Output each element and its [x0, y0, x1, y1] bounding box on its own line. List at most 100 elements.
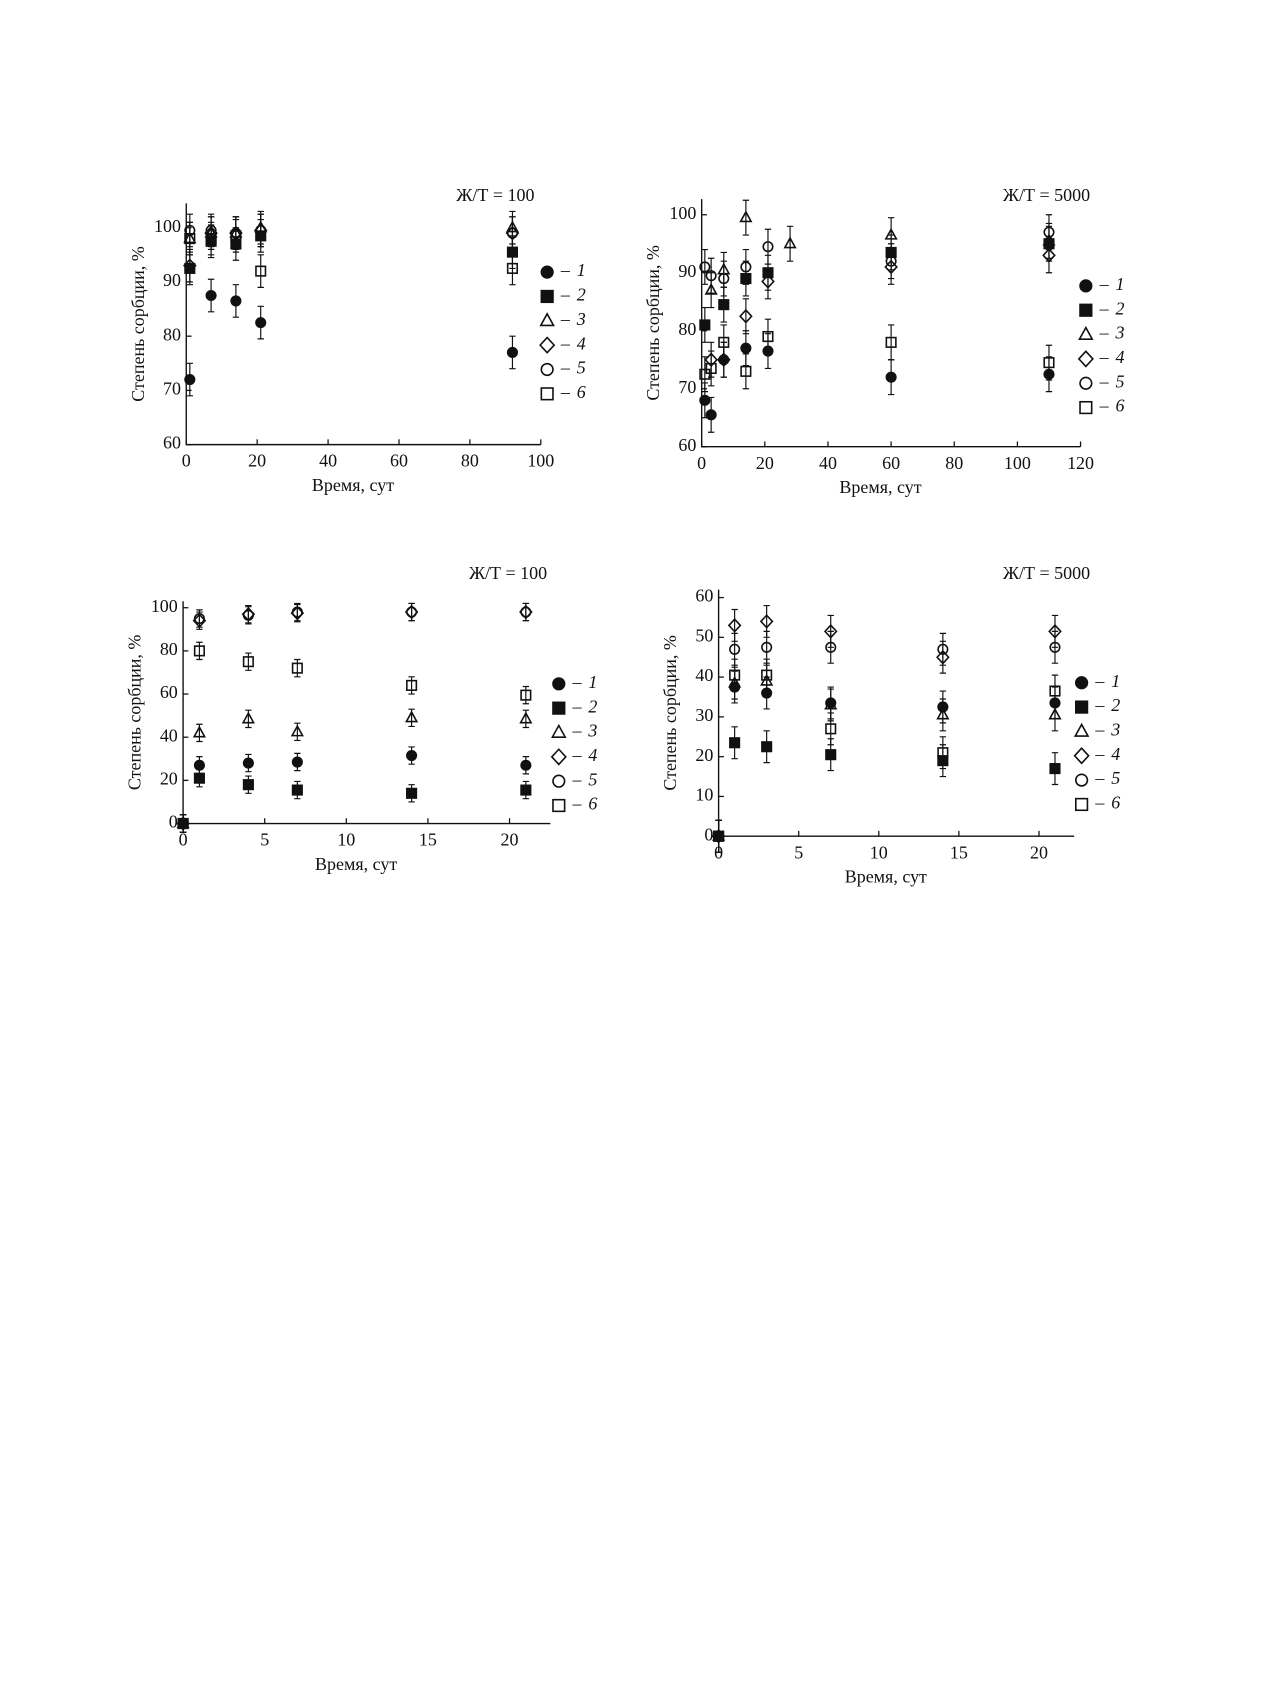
marker	[729, 669, 741, 681]
y-tick-label: 0	[169, 812, 178, 832]
legend-marker	[1079, 303, 1093, 317]
legend-dash: –	[572, 672, 583, 692]
marker	[406, 787, 418, 799]
legend-label: 2	[577, 285, 586, 305]
error-bar	[763, 630, 770, 664]
legend-marker	[1079, 400, 1093, 415]
marker	[740, 261, 752, 273]
y-tick-label: 100	[151, 596, 178, 616]
marker	[762, 330, 774, 343]
legend-label: 4	[1115, 347, 1124, 367]
marker	[761, 274, 775, 289]
marker	[406, 606, 418, 618]
marker	[1049, 763, 1061, 775]
legend-marker	[1075, 773, 1089, 787]
legend-marker	[1073, 747, 1090, 765]
legend-dash: –	[1094, 695, 1105, 715]
marker	[291, 606, 303, 618]
legend-label: 4	[577, 333, 586, 353]
marker	[761, 741, 773, 753]
marker	[520, 689, 532, 701]
marker	[1048, 707, 1062, 720]
marker	[1049, 641, 1061, 653]
legend-dash: –	[1094, 744, 1105, 764]
legend-dash: –	[572, 745, 583, 765]
legend-marker	[1075, 700, 1089, 714]
error-bar	[1045, 344, 1053, 381]
legend-dash: –	[560, 309, 571, 329]
error-bar	[179, 814, 187, 833]
marker	[937, 747, 949, 759]
marker	[519, 711, 533, 724]
error-bar	[707, 257, 715, 294]
y-tick-label: 60	[678, 435, 696, 455]
error-bar	[731, 658, 738, 692]
error-bar	[764, 228, 772, 265]
marker	[718, 272, 730, 285]
y-tick-label: 40	[160, 725, 178, 745]
chart-title: Ж/Т = 5000	[1003, 185, 1090, 205]
x-tick-label: 15	[950, 842, 968, 862]
legend-marker	[1078, 325, 1094, 341]
x-axis-label: Время, сут	[312, 475, 394, 495]
legend-dash: –	[560, 260, 571, 280]
legend-label: 3	[576, 309, 586, 329]
error-bar	[707, 350, 715, 387]
error-bar	[257, 254, 264, 288]
marker	[291, 784, 303, 796]
legend-label: 1	[1111, 671, 1120, 691]
marker	[740, 365, 752, 377]
x-tick-label: 20	[1030, 842, 1048, 862]
error-bar	[196, 609, 203, 628]
x-tick-label: 5	[794, 842, 803, 862]
chart: Ж/Т = 100 Время, сут Степень сорбции, % 0 20…	[128, 185, 586, 495]
marker	[885, 255, 897, 267]
error-bar	[509, 216, 516, 250]
x-tick-label: 100	[1004, 453, 1031, 473]
error-bar	[939, 736, 947, 770]
marker	[230, 230, 242, 242]
legend-dash: –	[1099, 371, 1110, 391]
y-tick-label: 40	[695, 665, 713, 685]
marker	[699, 319, 711, 331]
error-bar	[720, 324, 727, 361]
marker	[193, 772, 205, 784]
legend-dash: –	[572, 769, 583, 789]
legend-label: 3	[1114, 323, 1124, 343]
legend-marker	[540, 362, 554, 377]
legend-label: 2	[588, 696, 597, 716]
legend-label: 3	[587, 721, 597, 741]
legend-marker	[1079, 376, 1093, 390]
legend-marker	[539, 312, 555, 327]
legend-label: 6	[1115, 396, 1124, 416]
error-bar	[827, 712, 834, 746]
marker	[255, 265, 267, 277]
marker	[406, 679, 418, 691]
legend-marker	[539, 336, 556, 354]
marker	[520, 606, 532, 618]
legend-label: 4	[588, 745, 597, 765]
marker	[192, 725, 206, 738]
marker	[291, 756, 303, 768]
legend-label: 5	[1111, 768, 1120, 788]
marker	[761, 641, 773, 653]
legend-marker	[1077, 350, 1094, 368]
x-tick-label: 15	[419, 830, 437, 850]
marker	[291, 662, 303, 674]
legend-label: 4	[1111, 744, 1120, 764]
error-bar	[939, 698, 947, 732]
marker	[1043, 357, 1055, 369]
legend-marker	[1075, 676, 1089, 690]
error-bar	[701, 356, 709, 393]
marker	[520, 759, 532, 771]
y-tick-label: 10	[695, 785, 713, 805]
legend-label: 2	[1115, 298, 1124, 318]
error-bar	[763, 658, 770, 692]
error-bar	[715, 819, 722, 853]
legend-label: 5	[577, 358, 586, 378]
legend-label: 1	[588, 672, 597, 692]
x-axis-label: Время, сут	[839, 477, 921, 497]
legend-marker	[552, 774, 566, 788]
legend-marker	[540, 289, 554, 304]
